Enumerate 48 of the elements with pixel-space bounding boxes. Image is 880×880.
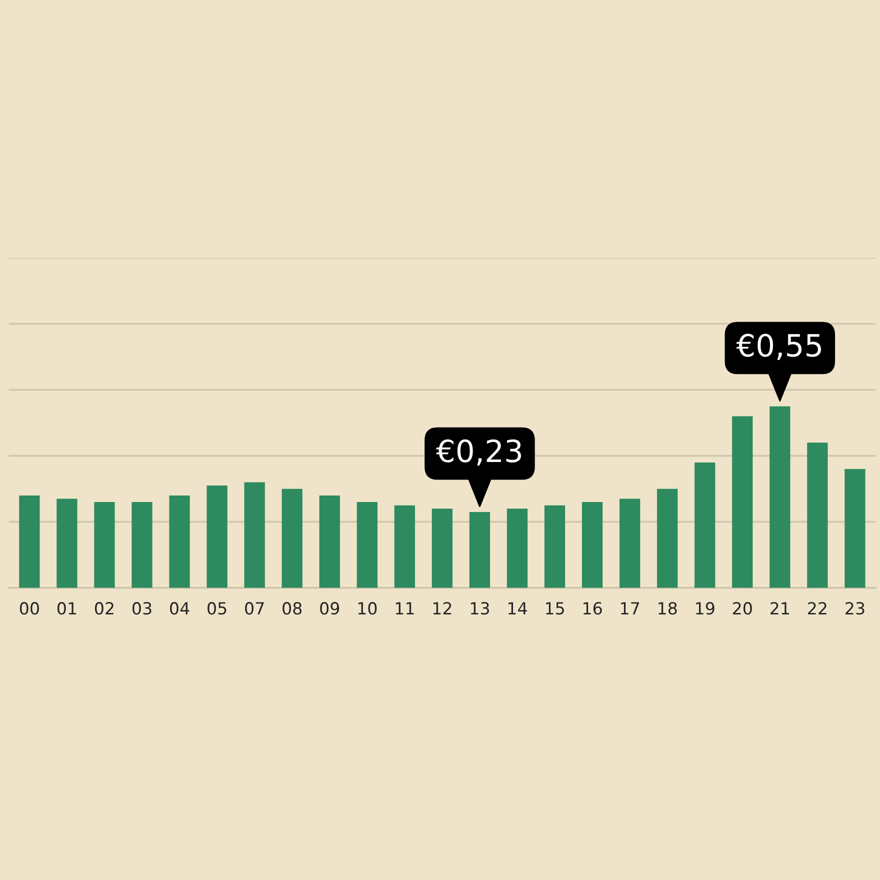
bar xyxy=(844,469,866,588)
x-tick-label: 12 xyxy=(433,602,452,614)
x-tick-label: 16 xyxy=(584,602,602,615)
x-tick-label: 21 xyxy=(770,602,789,614)
bar xyxy=(469,512,490,588)
x-tick-label: 23 xyxy=(846,602,864,615)
data-label: €0,23 xyxy=(436,439,522,466)
bar xyxy=(206,486,228,588)
bar xyxy=(19,495,40,588)
bar xyxy=(356,502,378,588)
bar xyxy=(394,505,415,588)
x-tick-label: 05 xyxy=(208,602,226,615)
x-tick-label: 18 xyxy=(658,602,677,615)
x-tick-label: 02 xyxy=(94,602,114,615)
bar xyxy=(432,508,453,588)
bar xyxy=(694,462,716,588)
bar xyxy=(807,442,828,588)
data-label: €0,55 xyxy=(736,334,821,360)
x-tick-label: 04 xyxy=(170,602,190,615)
x-tick-label: 07 xyxy=(245,602,264,615)
bar xyxy=(770,406,790,588)
x-tick-label: 20 xyxy=(733,602,752,615)
bar xyxy=(506,508,528,588)
bar xyxy=(582,502,603,588)
x-tick-label: 09 xyxy=(320,602,340,615)
bar xyxy=(244,482,265,588)
bar xyxy=(544,505,566,588)
x-tick-label: 01 xyxy=(57,602,76,615)
x-tick-label: 11 xyxy=(396,602,414,614)
bar xyxy=(132,502,152,588)
bar xyxy=(732,416,753,588)
bar xyxy=(56,498,78,588)
x-tick-label: 03 xyxy=(132,602,152,615)
x-tick-label: 19 xyxy=(696,602,714,615)
x-tick-label: 10 xyxy=(358,602,377,615)
x-tick-label: 17 xyxy=(621,602,639,614)
x-tick-label: 08 xyxy=(282,602,302,615)
x-tick-label: 15 xyxy=(546,602,564,615)
bar xyxy=(94,502,115,588)
bar xyxy=(169,495,190,588)
bar xyxy=(657,488,678,588)
x-tick-label: 00 xyxy=(20,602,39,615)
bar xyxy=(282,488,302,588)
bar xyxy=(620,498,640,588)
x-tick-label: 14 xyxy=(508,602,527,614)
x-tick-label: 22 xyxy=(808,602,826,614)
bar xyxy=(319,495,340,588)
x-tick-label: 13 xyxy=(470,602,489,615)
